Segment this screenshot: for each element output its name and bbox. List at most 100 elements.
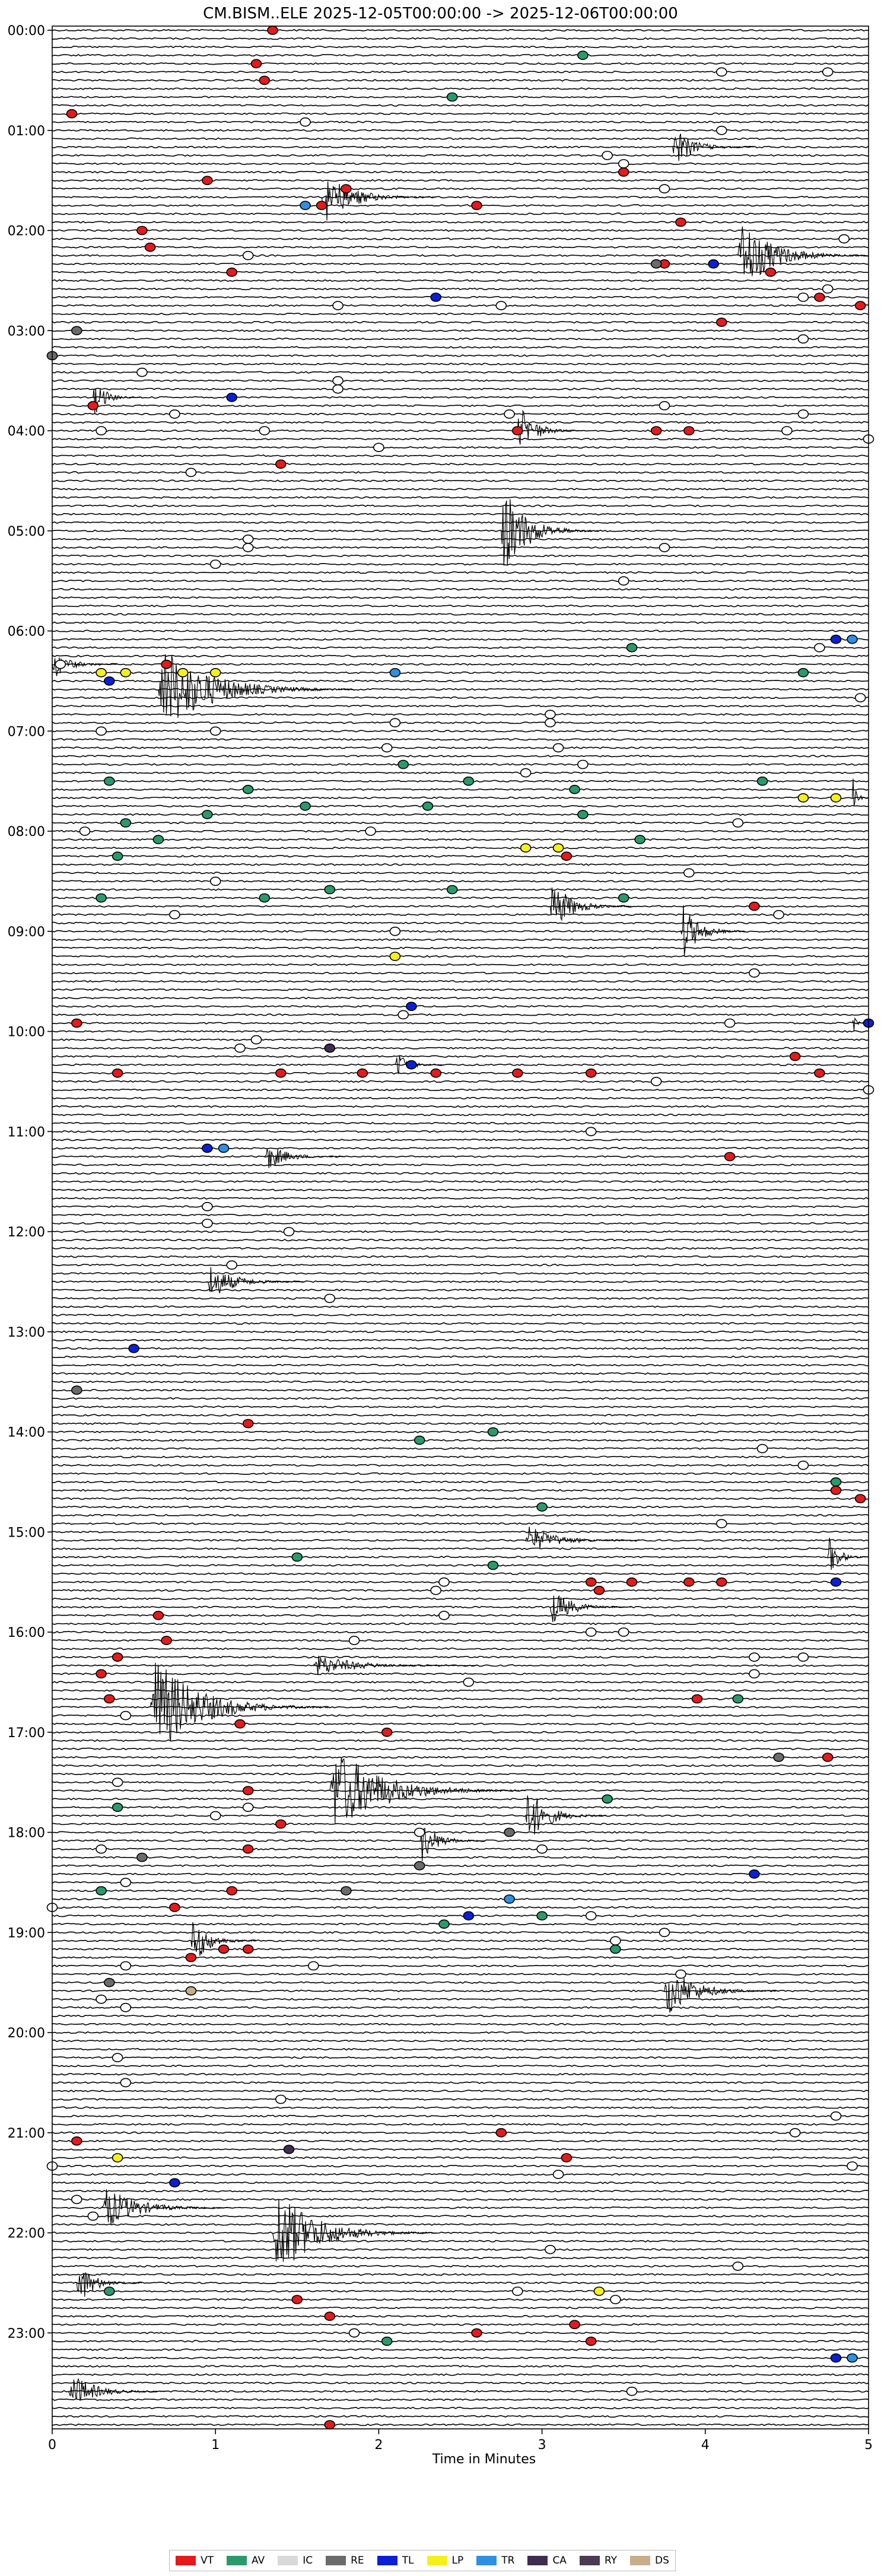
legend-swatch xyxy=(176,2556,196,2565)
trace-line xyxy=(52,1714,869,1717)
event-marker xyxy=(797,334,809,344)
trace-line xyxy=(52,1973,869,1976)
event-marker xyxy=(520,843,532,853)
trace-line xyxy=(52,79,869,82)
trace-line xyxy=(52,1080,869,1083)
legend-swatch xyxy=(579,2556,600,2565)
trace-line xyxy=(52,2398,869,2401)
event-marker xyxy=(348,1636,360,1645)
event-marker xyxy=(96,1995,107,2004)
event-marker xyxy=(96,1844,107,1854)
trace-line xyxy=(52,588,869,591)
legend-item: RE xyxy=(326,2555,364,2567)
trace-line xyxy=(52,2181,869,2184)
trace-line xyxy=(52,872,869,874)
trace-line xyxy=(52,454,869,457)
event-marker xyxy=(585,1068,597,1078)
event-marker xyxy=(585,1911,597,1920)
trace-line xyxy=(52,1105,869,1108)
trace-line xyxy=(52,921,869,924)
trace-line xyxy=(52,654,869,657)
event-burst xyxy=(321,181,436,221)
event-marker xyxy=(120,1878,132,1887)
event-marker xyxy=(169,909,180,920)
event-marker xyxy=(854,1494,866,1503)
event-marker xyxy=(324,1293,336,1303)
event-marker xyxy=(830,1577,842,1587)
trace-line xyxy=(52,1439,869,1442)
trace-line xyxy=(52,2098,869,2101)
event-marker xyxy=(96,426,107,435)
trace-line xyxy=(52,1322,869,1325)
trace-line xyxy=(52,780,869,783)
trace-line xyxy=(52,788,869,791)
trace-line xyxy=(52,1397,869,1400)
event-burst xyxy=(150,1662,329,1741)
event-burst xyxy=(101,2189,231,2225)
trace-line xyxy=(52,1697,869,1700)
trace-line xyxy=(52,1255,869,1258)
trace-line xyxy=(52,1689,869,1692)
event-marker xyxy=(781,426,793,435)
event-marker xyxy=(585,2336,597,2346)
event-marker xyxy=(136,1852,148,1862)
y-tick-label: 12:00 xyxy=(8,1225,45,1240)
trace-line xyxy=(52,546,869,549)
trace-line xyxy=(52,1622,869,1626)
trace-line xyxy=(52,271,869,274)
trace-line xyxy=(52,1297,869,1300)
event-marker xyxy=(585,1577,597,1587)
event-marker xyxy=(332,384,344,394)
event-marker xyxy=(511,1068,523,1078)
event-marker xyxy=(209,668,221,678)
event-marker xyxy=(773,1753,784,1762)
trace-line xyxy=(52,638,869,641)
trace-line xyxy=(52,896,869,900)
trace-line xyxy=(52,2231,869,2234)
trace-line xyxy=(52,320,869,324)
event-marker xyxy=(209,726,221,736)
trace-line xyxy=(52,62,869,65)
trace-line xyxy=(52,1264,869,1267)
legend-label: TL xyxy=(402,2555,414,2567)
trace-line xyxy=(52,1013,869,1016)
event-marker xyxy=(536,1502,548,1512)
trace-line xyxy=(52,1180,869,1183)
trace-line xyxy=(52,1497,869,1500)
legend-label: DS xyxy=(655,2555,669,2567)
y-tick-label: 22:00 xyxy=(8,2227,45,2241)
trace-line xyxy=(52,2090,869,2092)
trace-line xyxy=(52,1430,869,1433)
trace-line xyxy=(52,1005,869,1008)
event-marker xyxy=(242,1844,254,1854)
event-marker xyxy=(814,1068,825,1078)
event-marker xyxy=(414,1827,425,1837)
trace-line xyxy=(52,1422,869,1425)
event-marker xyxy=(561,851,573,861)
trace-line xyxy=(52,1881,869,1884)
x-axis: 0 1 2 3 4 5 xyxy=(48,2429,873,2453)
event-marker xyxy=(373,443,384,453)
trace-line xyxy=(52,1672,869,1675)
trace-line xyxy=(52,713,869,716)
event-marker xyxy=(202,1219,213,1228)
trace-line xyxy=(52,738,869,741)
y-tick-label: 03:00 xyxy=(8,324,45,339)
y-tick-label: 18:00 xyxy=(8,1826,45,1841)
trace-line xyxy=(52,629,869,632)
trace-line xyxy=(52,513,869,516)
event-marker xyxy=(789,2128,801,2138)
trace-line xyxy=(52,596,869,599)
trace-line xyxy=(52,746,869,749)
event-marker xyxy=(79,826,91,836)
trace-line xyxy=(52,1063,869,1066)
trace-line xyxy=(52,1814,869,1817)
trace-line xyxy=(52,1272,869,1275)
event-marker xyxy=(120,2078,132,2088)
trace-line xyxy=(52,997,869,1000)
event-marker xyxy=(242,543,254,552)
legend-item: AV xyxy=(227,2555,265,2567)
trace-line xyxy=(52,2106,869,2109)
event-marker xyxy=(414,1435,425,1445)
legend-label: TR xyxy=(501,2555,515,2567)
